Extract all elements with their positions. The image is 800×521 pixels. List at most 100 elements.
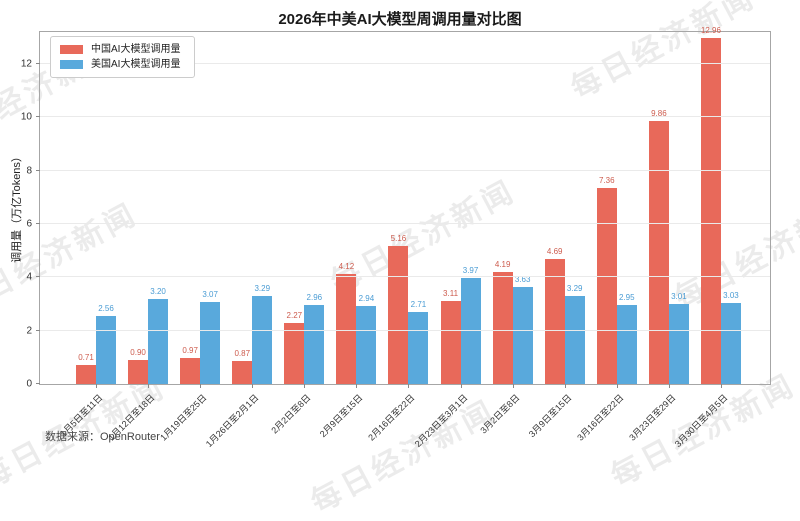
bar-us (252, 296, 273, 384)
x-tick-label: 3月2日至8日 (478, 392, 522, 436)
bar-value-label: 0.71 (78, 353, 94, 363)
bar-value-label: 12.96 (700, 26, 721, 36)
bar-china (128, 360, 149, 384)
bar-group: 4.69 3.29 (544, 32, 585, 384)
gridline (40, 116, 770, 118)
bar-us (564, 296, 585, 384)
bar-china (232, 360, 253, 384)
x-tick-mark (512, 384, 514, 388)
legend-color-swatch (60, 60, 83, 69)
chart-title: 2026年中美AI大模型周调用量对比图 (278, 11, 522, 28)
x-tick-label: 1月26日至2月1日 (203, 392, 261, 450)
x-tick-mark (668, 384, 670, 388)
y-tick-label: 10 (20, 111, 32, 123)
bar-us (616, 305, 637, 384)
bar-value-label: 2.71 (410, 299, 427, 309)
bar-china (440, 301, 461, 384)
x-tick-mark (460, 384, 462, 388)
y-axis-title: 调用量（万亿Tokens） (11, 151, 23, 263)
x-tick-mark (199, 384, 201, 388)
bar-us (720, 303, 741, 384)
y-tick-label: 2 (26, 325, 32, 337)
bar-china (700, 38, 721, 384)
bar-group: 5.16 2.71 (388, 32, 429, 384)
bar-us (200, 302, 221, 384)
x-tick-mark (147, 384, 149, 388)
bar-value-label: 4.12 (338, 262, 355, 272)
x-tick-mark (303, 384, 305, 388)
gridline (40, 276, 770, 278)
bar-us (668, 303, 689, 384)
bar-us (148, 298, 169, 384)
bar-value-label: 0.97 (182, 346, 198, 356)
bar-us (460, 278, 481, 384)
bar-value-label: 2.27 (286, 311, 303, 321)
bar-group: 7.36 2.95 (596, 32, 637, 384)
y-tick-mark (36, 169, 40, 171)
bar-china (336, 274, 357, 384)
y-tick-mark (36, 63, 40, 64)
y-tick-mark (36, 383, 40, 384)
x-tick-mark (251, 384, 253, 388)
bar-us (512, 287, 533, 384)
y-tick-mark (36, 223, 40, 224)
bar-value-label: 3.29 (254, 284, 271, 294)
bar-china (544, 258, 565, 384)
bar-value-label: 3.01 (671, 291, 687, 301)
x-tick-label: 2月9日至15日 (317, 392, 365, 440)
y-tick-label: 6 (26, 218, 32, 230)
gridline (40, 63, 770, 64)
x-tick-label: 1月19日至25日 (158, 392, 209, 443)
bar-value-label: 9.86 (651, 109, 667, 119)
bar-us (96, 315, 116, 384)
bar-value-label: 2.96 (306, 293, 323, 303)
bar-china (76, 365, 96, 384)
x-tick-mark (720, 384, 722, 388)
x-tick-label: 2月16日至22日 (366, 392, 417, 443)
bar-value-label: 2.94 (358, 293, 375, 303)
bar-value-label: 3.03 (723, 291, 739, 301)
bar-value-label: 0.90 (130, 348, 146, 357)
bar-value-label: 3.29 (566, 284, 583, 294)
bar-group: 0.71 2.56 (76, 32, 116, 384)
bar-value-label: 2.56 (98, 303, 114, 313)
x-tick-mark (407, 384, 409, 388)
bar-group: 0.87 3.29 (232, 32, 273, 384)
bar-value-label: 3.07 (202, 290, 218, 300)
bar-china (492, 272, 513, 384)
y-tick-label: 4 (26, 271, 32, 283)
x-tick-mark (564, 384, 566, 388)
x-tick-label: 3月30日至4月5日 (672, 392, 730, 450)
x-tick-label: 2月2日至8日 (269, 392, 313, 436)
bars-layer: 0.71 2.56 0.90 3.20 0.97 3.07 0.87 3.29 2.27 2.96… (40, 26, 770, 384)
bar-value-label: 3.11 (443, 289, 459, 299)
y-tick-mark (36, 116, 40, 118)
bar-value-label: 7.36 (598, 175, 615, 185)
bar-china (596, 187, 617, 384)
bar-value-label: 4.69 (546, 246, 563, 256)
bar-group: 12.96 3.03 (700, 26, 741, 384)
bar-value-label: 3.20 (150, 286, 166, 296)
legend-item: 中国AI大模型调用量 (60, 42, 180, 57)
bar-group: 0.97 3.07 (180, 32, 221, 384)
bar-group: 9.86 3.01 (648, 32, 689, 384)
y-tick-label: 12 (20, 58, 32, 70)
x-tick-mark (616, 384, 618, 388)
bar-us (304, 305, 325, 384)
bar-group: 0.90 3.20 (128, 32, 169, 384)
y-tick-mark (36, 329, 40, 331)
bar-china (284, 323, 305, 384)
legend-item: 美国AI大模型调用量 (60, 57, 180, 72)
legend: 中国AI大模型调用量 美国AI大模型调用量 (50, 36, 196, 78)
y-tick-mark (36, 276, 40, 278)
bar-china (388, 246, 409, 384)
legend-color-swatch (60, 45, 83, 54)
bar-value-label: 0.87 (234, 348, 251, 358)
legend-label: 美国AI大模型调用量 (91, 59, 181, 70)
x-tick-label: 3月9日至15日 (526, 392, 574, 440)
legend-label: 中国AI大模型调用量 (91, 44, 181, 55)
bar-value-label: 5.16 (390, 234, 407, 244)
bar-value-label: 2.95 (618, 293, 635, 303)
x-tick-label: 3月16日至22日 (575, 392, 626, 443)
